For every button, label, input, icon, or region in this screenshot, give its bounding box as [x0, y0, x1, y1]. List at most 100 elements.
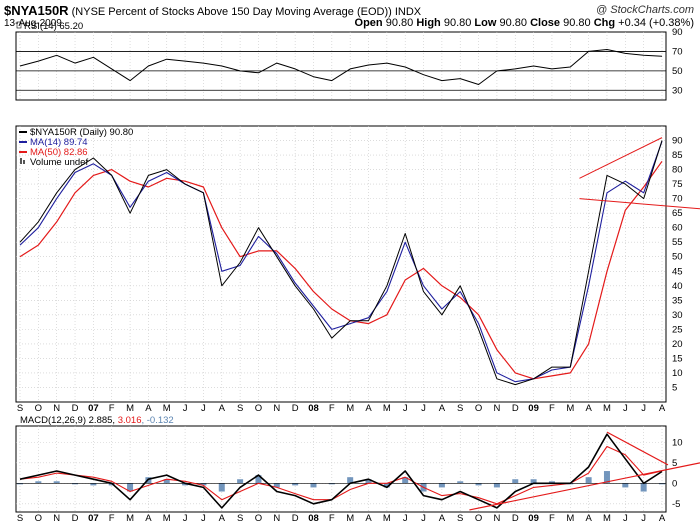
open-label: Open — [354, 17, 383, 29]
macd-histogram-bar — [273, 483, 280, 488]
price-line — [19, 140, 663, 386]
symbol: $NYA150R — [4, 3, 69, 18]
price-tick-label: 40 — [672, 281, 683, 292]
rsi-tick-label: 50 — [672, 66, 683, 77]
macd-month-label: O — [475, 513, 482, 524]
legend-swatch — [23, 160, 25, 164]
high-value: 90.80 — [443, 17, 472, 29]
price-month-label: S — [17, 403, 23, 414]
price-month-label: O — [35, 403, 42, 414]
price-month-label: O — [255, 403, 262, 414]
macd-tick-label: 10 — [672, 437, 683, 448]
price-month-label: F — [109, 403, 115, 414]
price-panel — [15, 125, 667, 403]
price-month-label: A — [439, 403, 446, 414]
ma50-line — [19, 160, 663, 380]
price-month-label: J — [641, 403, 646, 414]
rsi-tick-label: 70 — [672, 46, 683, 57]
macd-histogram-bar — [512, 479, 519, 484]
macd-histogram-bar — [182, 483, 189, 486]
close-value: 90.80 — [563, 17, 591, 29]
price-month-label: N — [273, 403, 280, 414]
price-tick-label: 90 — [672, 136, 683, 147]
price-month-label: D — [292, 403, 299, 414]
price-tick-label: 55 — [672, 237, 683, 248]
rsi-tick-label: 30 — [672, 85, 683, 96]
price-tick-label: 80 — [672, 165, 683, 176]
price-month-label: D — [72, 403, 79, 414]
price-tick-label: 5 — [672, 382, 677, 393]
price-tick-label: 50 — [672, 252, 683, 263]
macd-month-label: N — [53, 513, 60, 524]
credit-logo[interactable]: @ StockCharts.com — [596, 4, 694, 16]
macd-signal-line — [19, 445, 663, 505]
price-month-label: D — [512, 403, 519, 414]
upper-channel-trendline — [579, 137, 663, 179]
macd-histogram-bar — [292, 483, 299, 486]
price-month-label: 07 — [88, 403, 99, 414]
macd-month-label: A — [365, 513, 372, 524]
price-month-label: A — [585, 403, 592, 414]
macd-histogram-bar — [347, 477, 354, 484]
macd-month-label: M — [383, 513, 391, 524]
price-month-label: A — [365, 403, 372, 414]
macd-month-label: M — [163, 513, 171, 524]
macd-histogram-bar — [35, 481, 42, 484]
macd-histogram-bar — [365, 479, 372, 484]
price-month-label: J — [403, 403, 408, 414]
price-tick-label: 10 — [672, 368, 683, 379]
macd-histogram-bar — [90, 483, 97, 486]
price-month-label: M — [163, 403, 171, 414]
legend-entry: MA(50) 82.86 — [30, 147, 88, 158]
price-tick-label: 20 — [672, 339, 683, 350]
macd-signal-value: 3.016 — [118, 415, 142, 426]
macd-histogram-bar — [383, 483, 390, 488]
macd-histogram-bar — [659, 483, 665, 485]
macd-histogram-bar — [640, 483, 647, 492]
macd-month-label: J — [421, 513, 426, 524]
macd-month-label: A — [659, 513, 666, 524]
macd-tick-label: -5 — [672, 499, 680, 510]
exchange: INDX — [394, 6, 422, 18]
rsi-series-line — [19, 49, 663, 85]
symbol-description: (NYSE Percent of Stocks Above 150 Day Mo… — [71, 6, 392, 18]
macd-histogram-bar — [457, 481, 464, 484]
price-month-label: S — [457, 403, 463, 414]
price-month-label: J — [623, 403, 628, 414]
ohlc-readout: Open 90.80 High 90.80 Low 90.80 Close 90… — [355, 17, 694, 29]
macd-histogram-bar — [328, 483, 335, 485]
price-month-label: O — [475, 403, 482, 414]
macd-month-label: M — [566, 513, 574, 524]
macd-month-label: 07 — [88, 513, 99, 524]
macd-month-label: O — [35, 513, 42, 524]
macd-panel — [15, 425, 667, 513]
rsi-tick-label: 90 — [672, 27, 683, 38]
macd-month-label: D — [512, 513, 519, 524]
macd-histogram-bar — [438, 483, 445, 488]
price-month-label: A — [659, 403, 666, 414]
price-tick-label: 35 — [672, 295, 683, 306]
price-month-label: M — [603, 403, 611, 414]
price-month-label: M — [346, 403, 354, 414]
macd-month-label: J — [201, 513, 206, 524]
price-tick-label: 85 — [672, 150, 683, 161]
macd-histogram-bar — [53, 481, 60, 484]
macd-label: MACD(12,26,9) — [20, 415, 89, 426]
macd-histogram-bar — [200, 483, 207, 486]
macd-histogram-bar — [603, 471, 610, 484]
price-month-label: J — [201, 403, 206, 414]
macd-histogram-bar — [255, 475, 262, 484]
macd-histogram-bar — [548, 481, 555, 484]
macd-descending-trendline — [606, 431, 669, 466]
macd-month-label: N — [273, 513, 280, 524]
chart-title: $NYA150R (NYSE Percent of Stocks Above 1… — [4, 3, 421, 18]
price-month-label: M — [566, 403, 574, 414]
macd-month-label: F — [549, 513, 555, 524]
macd-month-label: D — [72, 513, 79, 524]
price-month-label: N — [53, 403, 60, 414]
price-tick-label: 65 — [672, 208, 683, 219]
macd-month-label: A — [219, 513, 226, 524]
legend-entry: $NYA150R (Daily) 90.80 — [30, 127, 133, 138]
legend-entry: MA(14) 89.74 — [30, 137, 88, 148]
